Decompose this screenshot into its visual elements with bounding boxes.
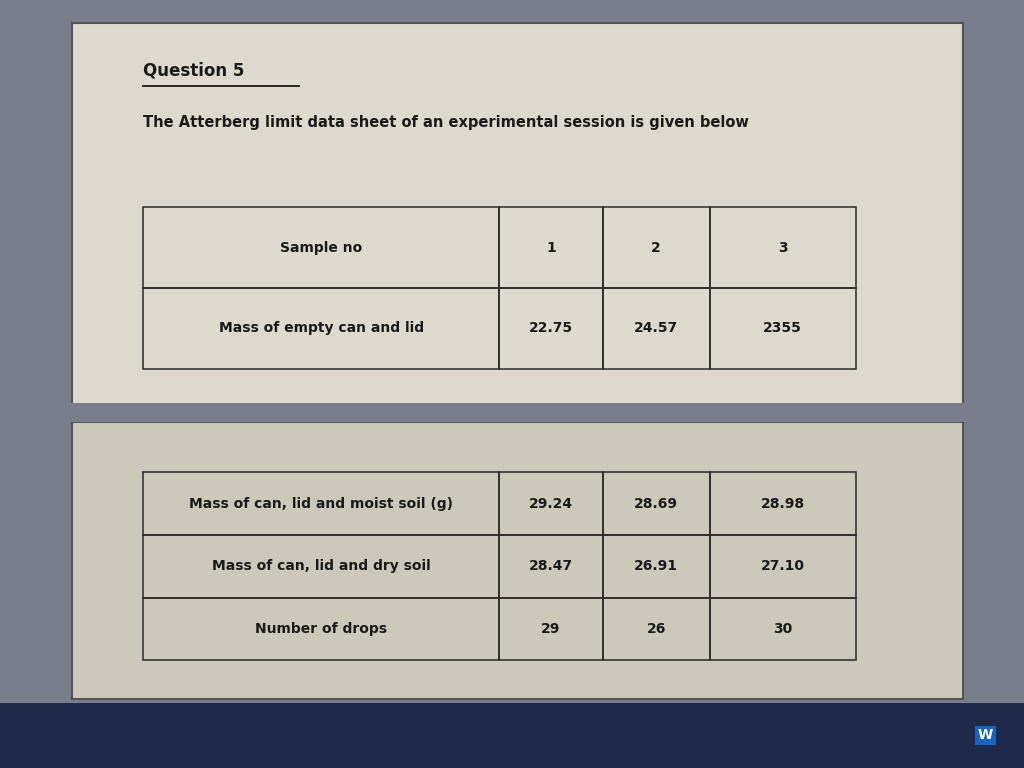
Text: 2: 2 xyxy=(651,240,660,255)
Text: 29: 29 xyxy=(542,622,561,636)
Text: Number of drops: Number of drops xyxy=(255,622,387,636)
Text: 26: 26 xyxy=(646,622,666,636)
Text: 3: 3 xyxy=(778,240,787,255)
Text: Mass of can, lid and moist soil (g): Mass of can, lid and moist soil (g) xyxy=(189,496,454,511)
Text: 24.57: 24.57 xyxy=(634,321,678,336)
Text: 1: 1 xyxy=(546,240,556,255)
Text: 2355: 2355 xyxy=(763,321,802,336)
Text: W: W xyxy=(978,728,993,743)
Text: 28.98: 28.98 xyxy=(761,496,805,511)
Text: Question 5: Question 5 xyxy=(143,61,245,79)
Text: 27.10: 27.10 xyxy=(761,559,805,573)
Text: 30: 30 xyxy=(773,622,793,636)
Text: The Atterberg limit data sheet of an experimental session is given below: The Atterberg limit data sheet of an exp… xyxy=(143,115,749,131)
Text: 26.91: 26.91 xyxy=(634,559,678,573)
Text: Mass of can, lid and dry soil: Mass of can, lid and dry soil xyxy=(212,559,430,573)
Text: 29.24: 29.24 xyxy=(529,496,573,511)
Text: 28.47: 28.47 xyxy=(529,559,573,573)
Text: 28.69: 28.69 xyxy=(634,496,678,511)
Text: Mass of empty can and lid: Mass of empty can and lid xyxy=(218,321,424,336)
Text: Sample no: Sample no xyxy=(280,240,362,255)
Text: 22.75: 22.75 xyxy=(529,321,573,336)
